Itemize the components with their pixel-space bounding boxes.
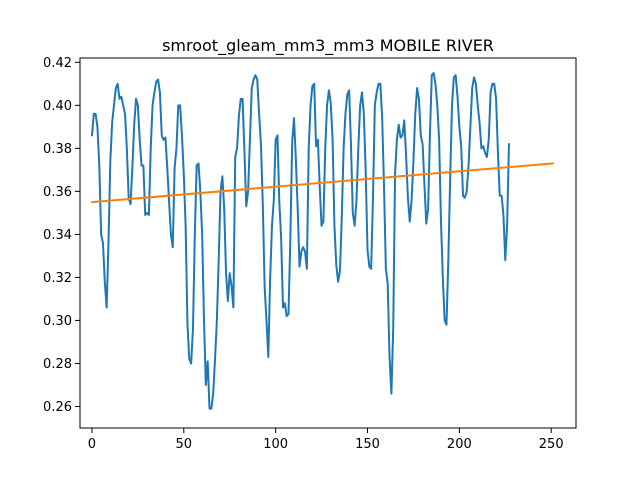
- y-tick-label: 0.32: [43, 271, 72, 286]
- series-line-1: [90, 72, 510, 410]
- x-tick-label: 0: [88, 437, 96, 452]
- y-tick-label: 0.36: [43, 185, 72, 200]
- series-layer: [90, 72, 555, 410]
- y-tick-label: 0.26: [43, 400, 72, 415]
- x-tick-label: 250: [539, 437, 564, 452]
- x-tick-label: 50: [176, 437, 193, 452]
- y-tick-label: 0.34: [43, 228, 72, 243]
- y-tick-label: 0.38: [43, 142, 72, 157]
- chart-title: smroot_gleam_mm3_mm3 MOBILE RIVER: [162, 36, 494, 56]
- y-tick-label: 0.42: [43, 56, 72, 71]
- x-tick-label: 200: [447, 437, 472, 452]
- y-tick-label: 0.40: [43, 99, 72, 114]
- x-tick-label: 100: [263, 437, 288, 452]
- y-tick-label: 0.28: [43, 357, 72, 372]
- axes-layer: 0 50 100 150 200 250 0.26 0.28 0.30 0.32 0.34 0.36 0…: [43, 56, 577, 452]
- x-tick-label: 150: [355, 437, 380, 452]
- series-line-2: [90, 162, 555, 204]
- y-tick-label: 0.30: [43, 314, 72, 329]
- plot-frame: [79, 57, 577, 429]
